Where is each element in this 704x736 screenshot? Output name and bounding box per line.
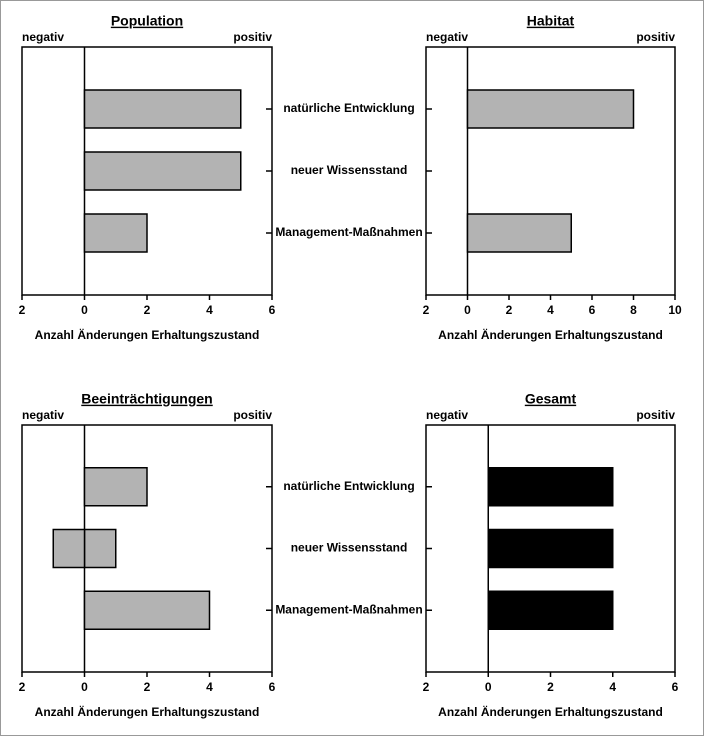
bar [83, 89, 242, 129]
bar [83, 151, 242, 191]
category-label: natürliche Entwicklung [283, 479, 414, 493]
x-tick-label: 4 [547, 303, 554, 317]
category-label: Management-Maßnahmen [275, 225, 422, 239]
right-label: positiv [233, 408, 272, 422]
bar [83, 467, 148, 507]
bar [487, 528, 614, 569]
x-axis-label: Anzahl Änderungen Erhaltungszustand [438, 704, 663, 719]
x-tick-label: 2 [144, 680, 151, 694]
x-tick-label: 6 [269, 303, 276, 317]
plot-area [425, 46, 676, 296]
category-label: Management-Maßnahmen [275, 602, 422, 616]
x-tick-label: 2 [423, 303, 430, 317]
x-tick-label: 4 [206, 303, 213, 317]
x-axis-label: Anzahl Änderungen Erhaltungszustand [438, 327, 663, 342]
x-axis-label: Anzahl Änderungen Erhaltungszustand [35, 327, 260, 342]
x-tick-label: 10 [668, 303, 682, 317]
category-label: neuer Wissensstand [291, 541, 408, 555]
left-label: negativ [426, 408, 468, 422]
category-label: neuer Wissensstand [291, 163, 408, 177]
chart-title: Habitat [527, 13, 575, 29]
x-tick-label: 0 [485, 680, 492, 694]
x-tick-label: 2 [506, 303, 513, 317]
x-tick-label: 2 [144, 303, 151, 317]
x-axis-label: Anzahl Änderungen Erhaltungszustand [35, 704, 260, 719]
left-label: negativ [22, 30, 64, 44]
right-label: positiv [233, 30, 272, 44]
x-tick-label: 0 [464, 303, 471, 317]
x-tick-label: 0 [81, 303, 88, 317]
right-label: positiv [636, 30, 675, 44]
x-tick-label: 4 [206, 680, 213, 694]
right-label: positiv [636, 408, 675, 422]
bar [487, 467, 614, 507]
bar [466, 89, 635, 129]
x-tick-label: 2 [19, 680, 26, 694]
left-label: negativ [22, 408, 64, 422]
bar [52, 528, 86, 569]
bar [83, 528, 117, 569]
x-tick-label: 2 [423, 680, 430, 694]
category-label: natürliche Entwicklung [283, 101, 414, 115]
chart-title: Beeinträchtigungen [81, 391, 212, 407]
x-tick-label: 4 [609, 680, 616, 694]
x-tick-label: 2 [19, 303, 26, 317]
x-tick-label: 6 [589, 303, 596, 317]
chart-title: Population [111, 13, 183, 29]
chart-title: Gesamt [525, 391, 577, 407]
x-tick-label: 6 [672, 680, 679, 694]
bar [466, 213, 572, 253]
x-tick-label: 8 [630, 303, 637, 317]
bar [487, 590, 614, 630]
x-tick-label: 6 [269, 680, 276, 694]
bar [83, 590, 211, 630]
left-label: negativ [426, 30, 468, 44]
bar [83, 213, 148, 253]
x-tick-label: 2 [547, 680, 554, 694]
x-tick-label: 0 [81, 680, 88, 694]
